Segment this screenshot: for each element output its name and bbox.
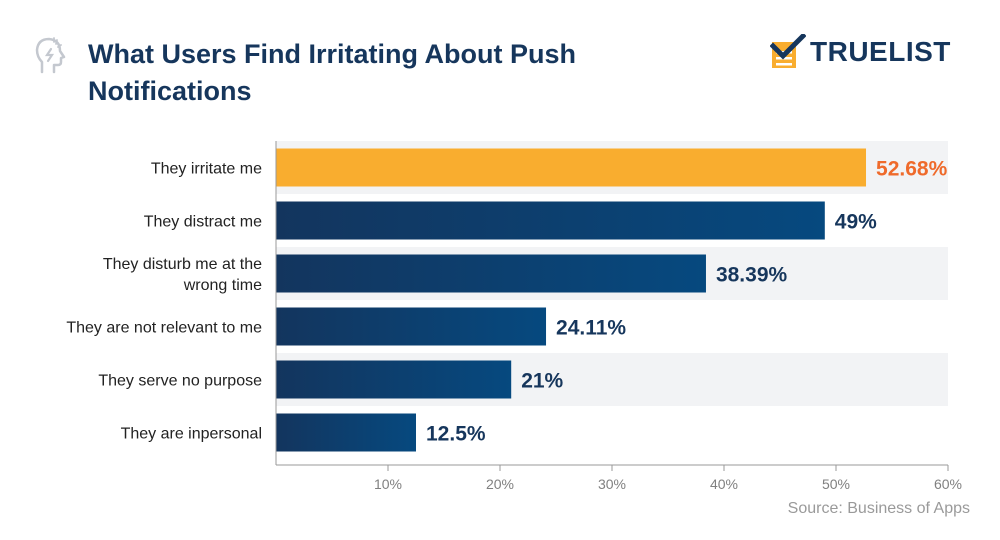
brand-name: TRUELIST bbox=[810, 36, 951, 67]
x-tick-label: 60% bbox=[934, 476, 962, 492]
x-tick-label: 50% bbox=[822, 476, 850, 492]
category-label: wrong time bbox=[183, 277, 262, 294]
category-label: They disturb me at the bbox=[103, 256, 262, 273]
bar bbox=[276, 201, 825, 240]
bar-value-label: 21% bbox=[521, 370, 563, 393]
bar-value-label: 49% bbox=[835, 211, 877, 234]
bar bbox=[276, 307, 547, 346]
category-label: They are inpersonal bbox=[121, 426, 262, 443]
source-note: Source: Business of Apps bbox=[787, 500, 970, 517]
checklist-icon bbox=[770, 34, 806, 68]
bar bbox=[276, 254, 706, 293]
brand-logo: TRUELIST bbox=[770, 34, 970, 74]
bar bbox=[276, 148, 867, 187]
bar-value-label: 24.11% bbox=[556, 317, 626, 340]
bar bbox=[276, 360, 512, 399]
chart-header: What Users Find Irritating About Push No… bbox=[30, 30, 970, 110]
bar-value-label: 38.39% bbox=[716, 264, 788, 287]
bar-value-label: 12.5% bbox=[426, 423, 486, 446]
bar bbox=[276, 413, 416, 452]
bar-value-label: 52.68% bbox=[876, 158, 948, 181]
x-tick-label: 30% bbox=[598, 476, 626, 492]
category-label: They distract me bbox=[144, 214, 262, 231]
x-tick-label: 40% bbox=[710, 476, 738, 492]
head-profile-icon bbox=[35, 37, 66, 74]
category-label: They irritate me bbox=[151, 161, 262, 178]
page-title: What Users Find Irritating About Push No… bbox=[88, 39, 577, 106]
x-tick-label: 20% bbox=[486, 476, 514, 492]
category-label: They are not relevant to me bbox=[66, 320, 262, 337]
category-label: They serve no purpose bbox=[98, 373, 262, 390]
x-tick-label: 10% bbox=[374, 476, 402, 492]
